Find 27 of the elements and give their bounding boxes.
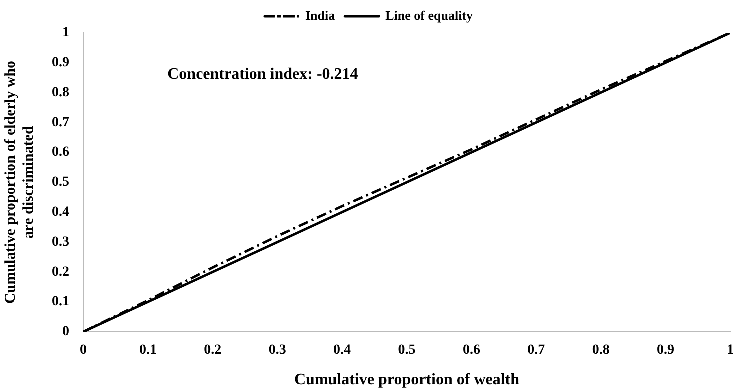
x-tick-label: 0: [80, 343, 87, 358]
y-tick-label: 0: [62, 324, 70, 340]
annotation: Concentration index: -0.214: [168, 66, 358, 83]
x-tick-label: 0.1: [139, 343, 157, 358]
x-tick-label: 0.8: [592, 343, 610, 358]
y-tick-label: 0.7: [52, 115, 70, 130]
y-tick-label: 0.1: [52, 294, 70, 310]
y-tick-label: 0.6: [52, 145, 70, 160]
x-tick-label: 1: [727, 343, 734, 358]
legend-label: India: [305, 8, 336, 23]
y-tick-label: 1: [62, 26, 70, 41]
x-tick-label: 0.5: [398, 343, 416, 358]
legend-label: Line of equality: [386, 8, 474, 23]
x-tick-label: 0.6: [462, 343, 480, 358]
x-tick-label: 0.7: [528, 343, 546, 358]
y-tick-label: 0.8: [52, 85, 70, 100]
x-tick-label: 0.2: [204, 343, 222, 358]
y-tick-label: 0.9: [52, 56, 70, 71]
x-tick-label: 0.9: [657, 343, 675, 358]
y-tick-label: 0.2: [52, 264, 70, 280]
x-tick-label: 0.4: [334, 343, 352, 358]
y-axis-title: Cumulative proportion of elderly who are discriminated: [2, 60, 37, 304]
y-tick-label: 0.3: [52, 234, 70, 250]
x-tick-label: 0.3: [268, 343, 286, 358]
y-tick-label: 0.5: [52, 175, 70, 190]
y-tick-label: 0.4: [52, 205, 70, 220]
x-axis-title: Cumulative proportion of wealth: [294, 372, 520, 389]
